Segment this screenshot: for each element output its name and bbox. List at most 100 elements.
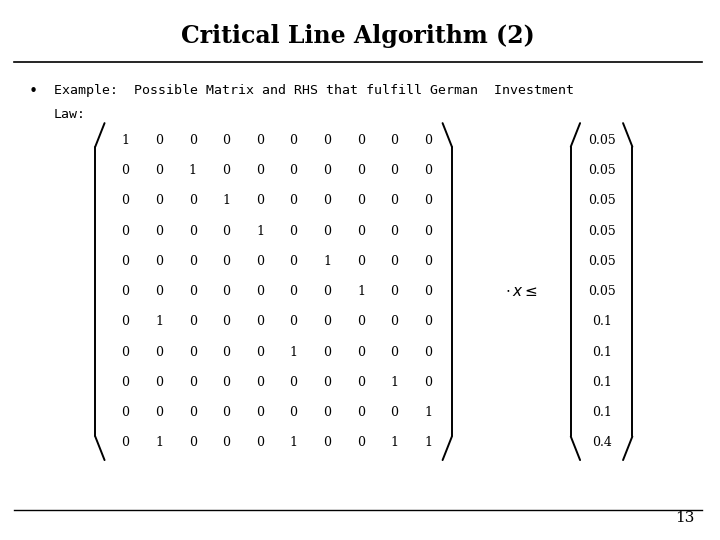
- Text: 0: 0: [256, 346, 264, 359]
- Text: 0: 0: [323, 285, 331, 298]
- Text: 0: 0: [357, 255, 365, 268]
- Text: 0.05: 0.05: [588, 164, 616, 177]
- Text: 1: 1: [390, 376, 399, 389]
- Text: 0: 0: [189, 376, 197, 389]
- Text: 0: 0: [357, 225, 365, 238]
- Text: 0: 0: [155, 225, 163, 238]
- Text: 1: 1: [390, 436, 399, 449]
- Text: 0: 0: [289, 194, 297, 207]
- Text: 1: 1: [122, 134, 130, 147]
- Text: 0: 0: [189, 406, 197, 419]
- Text: 0: 0: [323, 376, 331, 389]
- Text: 0: 0: [189, 255, 197, 268]
- Text: 1: 1: [222, 194, 230, 207]
- Text: 1: 1: [357, 285, 365, 298]
- Text: 0: 0: [155, 194, 163, 207]
- Text: 0: 0: [289, 255, 297, 268]
- Text: 0: 0: [289, 134, 297, 147]
- Text: 13: 13: [675, 511, 695, 525]
- Text: $\cdot\, x \leq$: $\cdot\, x \leq$: [505, 285, 538, 299]
- Text: 0: 0: [189, 436, 197, 449]
- Text: 0: 0: [155, 134, 163, 147]
- Text: 0.05: 0.05: [588, 134, 616, 147]
- Text: 0: 0: [289, 285, 297, 298]
- Text: 0: 0: [256, 134, 264, 147]
- Text: 1: 1: [256, 225, 264, 238]
- Text: 0: 0: [390, 225, 399, 238]
- Text: 1: 1: [424, 436, 432, 449]
- Text: 0: 0: [323, 194, 331, 207]
- Text: 0: 0: [155, 346, 163, 359]
- Text: 0: 0: [122, 406, 130, 419]
- Text: 0: 0: [390, 164, 399, 177]
- Text: 1: 1: [155, 315, 163, 328]
- Text: 0: 0: [122, 194, 130, 207]
- Text: 0: 0: [189, 134, 197, 147]
- Text: 0: 0: [122, 285, 130, 298]
- Text: 1: 1: [189, 164, 197, 177]
- Text: 0.1: 0.1: [592, 376, 611, 389]
- Text: 0.05: 0.05: [588, 225, 616, 238]
- Text: •: •: [29, 84, 37, 99]
- Text: 0: 0: [323, 406, 331, 419]
- Text: 0: 0: [357, 346, 365, 359]
- Text: 0: 0: [357, 406, 365, 419]
- Text: 1: 1: [289, 436, 297, 449]
- Text: 0: 0: [323, 164, 331, 177]
- Text: 0: 0: [155, 164, 163, 177]
- Text: 0: 0: [289, 225, 297, 238]
- Text: 0: 0: [256, 285, 264, 298]
- Text: 0: 0: [122, 376, 130, 389]
- Text: 0: 0: [424, 164, 432, 177]
- Text: 1: 1: [289, 346, 297, 359]
- Text: 0: 0: [323, 134, 331, 147]
- Text: 0: 0: [289, 164, 297, 177]
- Text: 0: 0: [424, 315, 432, 328]
- Text: 0: 0: [222, 346, 230, 359]
- Text: 0: 0: [289, 376, 297, 389]
- Text: 0: 0: [256, 436, 264, 449]
- Text: Critical Line Algorithm (2): Critical Line Algorithm (2): [181, 24, 535, 48]
- Text: Example:  Possible Matrix and RHS that fulfill German  Investment: Example: Possible Matrix and RHS that fu…: [54, 84, 574, 97]
- Text: 0: 0: [323, 346, 331, 359]
- Text: 0: 0: [222, 376, 230, 389]
- Text: 1: 1: [424, 406, 432, 419]
- Text: 0.1: 0.1: [592, 315, 611, 328]
- Text: 1: 1: [155, 436, 163, 449]
- Text: 0: 0: [289, 406, 297, 419]
- Text: 0: 0: [189, 315, 197, 328]
- Text: 0: 0: [122, 315, 130, 328]
- Text: 0: 0: [424, 225, 432, 238]
- Text: 0: 0: [155, 255, 163, 268]
- Text: 0: 0: [323, 436, 331, 449]
- Text: 0.05: 0.05: [588, 194, 616, 207]
- Text: 0: 0: [390, 194, 399, 207]
- Text: 0: 0: [390, 406, 399, 419]
- Text: 0: 0: [256, 376, 264, 389]
- Text: 0: 0: [222, 164, 230, 177]
- Text: 0: 0: [155, 376, 163, 389]
- Text: 0: 0: [122, 436, 130, 449]
- Text: 0.1: 0.1: [592, 346, 611, 359]
- Text: 0: 0: [189, 194, 197, 207]
- Text: 0: 0: [357, 315, 365, 328]
- Text: 0: 0: [289, 315, 297, 328]
- Text: 0: 0: [222, 406, 230, 419]
- Text: 0: 0: [424, 134, 432, 147]
- Text: 0: 0: [256, 255, 264, 268]
- Text: 0: 0: [155, 285, 163, 298]
- Text: 0.05: 0.05: [588, 255, 616, 268]
- Text: 0: 0: [256, 164, 264, 177]
- Text: 0: 0: [222, 225, 230, 238]
- Text: 0: 0: [357, 194, 365, 207]
- Text: 0: 0: [357, 134, 365, 147]
- Text: 0.1: 0.1: [592, 406, 611, 419]
- Text: 0.05: 0.05: [588, 285, 616, 298]
- Text: 0: 0: [189, 346, 197, 359]
- Text: 0: 0: [222, 285, 230, 298]
- Text: 0: 0: [390, 346, 399, 359]
- Text: 0: 0: [390, 255, 399, 268]
- Text: 0: 0: [256, 406, 264, 419]
- Text: 0: 0: [424, 285, 432, 298]
- Text: 0: 0: [323, 225, 331, 238]
